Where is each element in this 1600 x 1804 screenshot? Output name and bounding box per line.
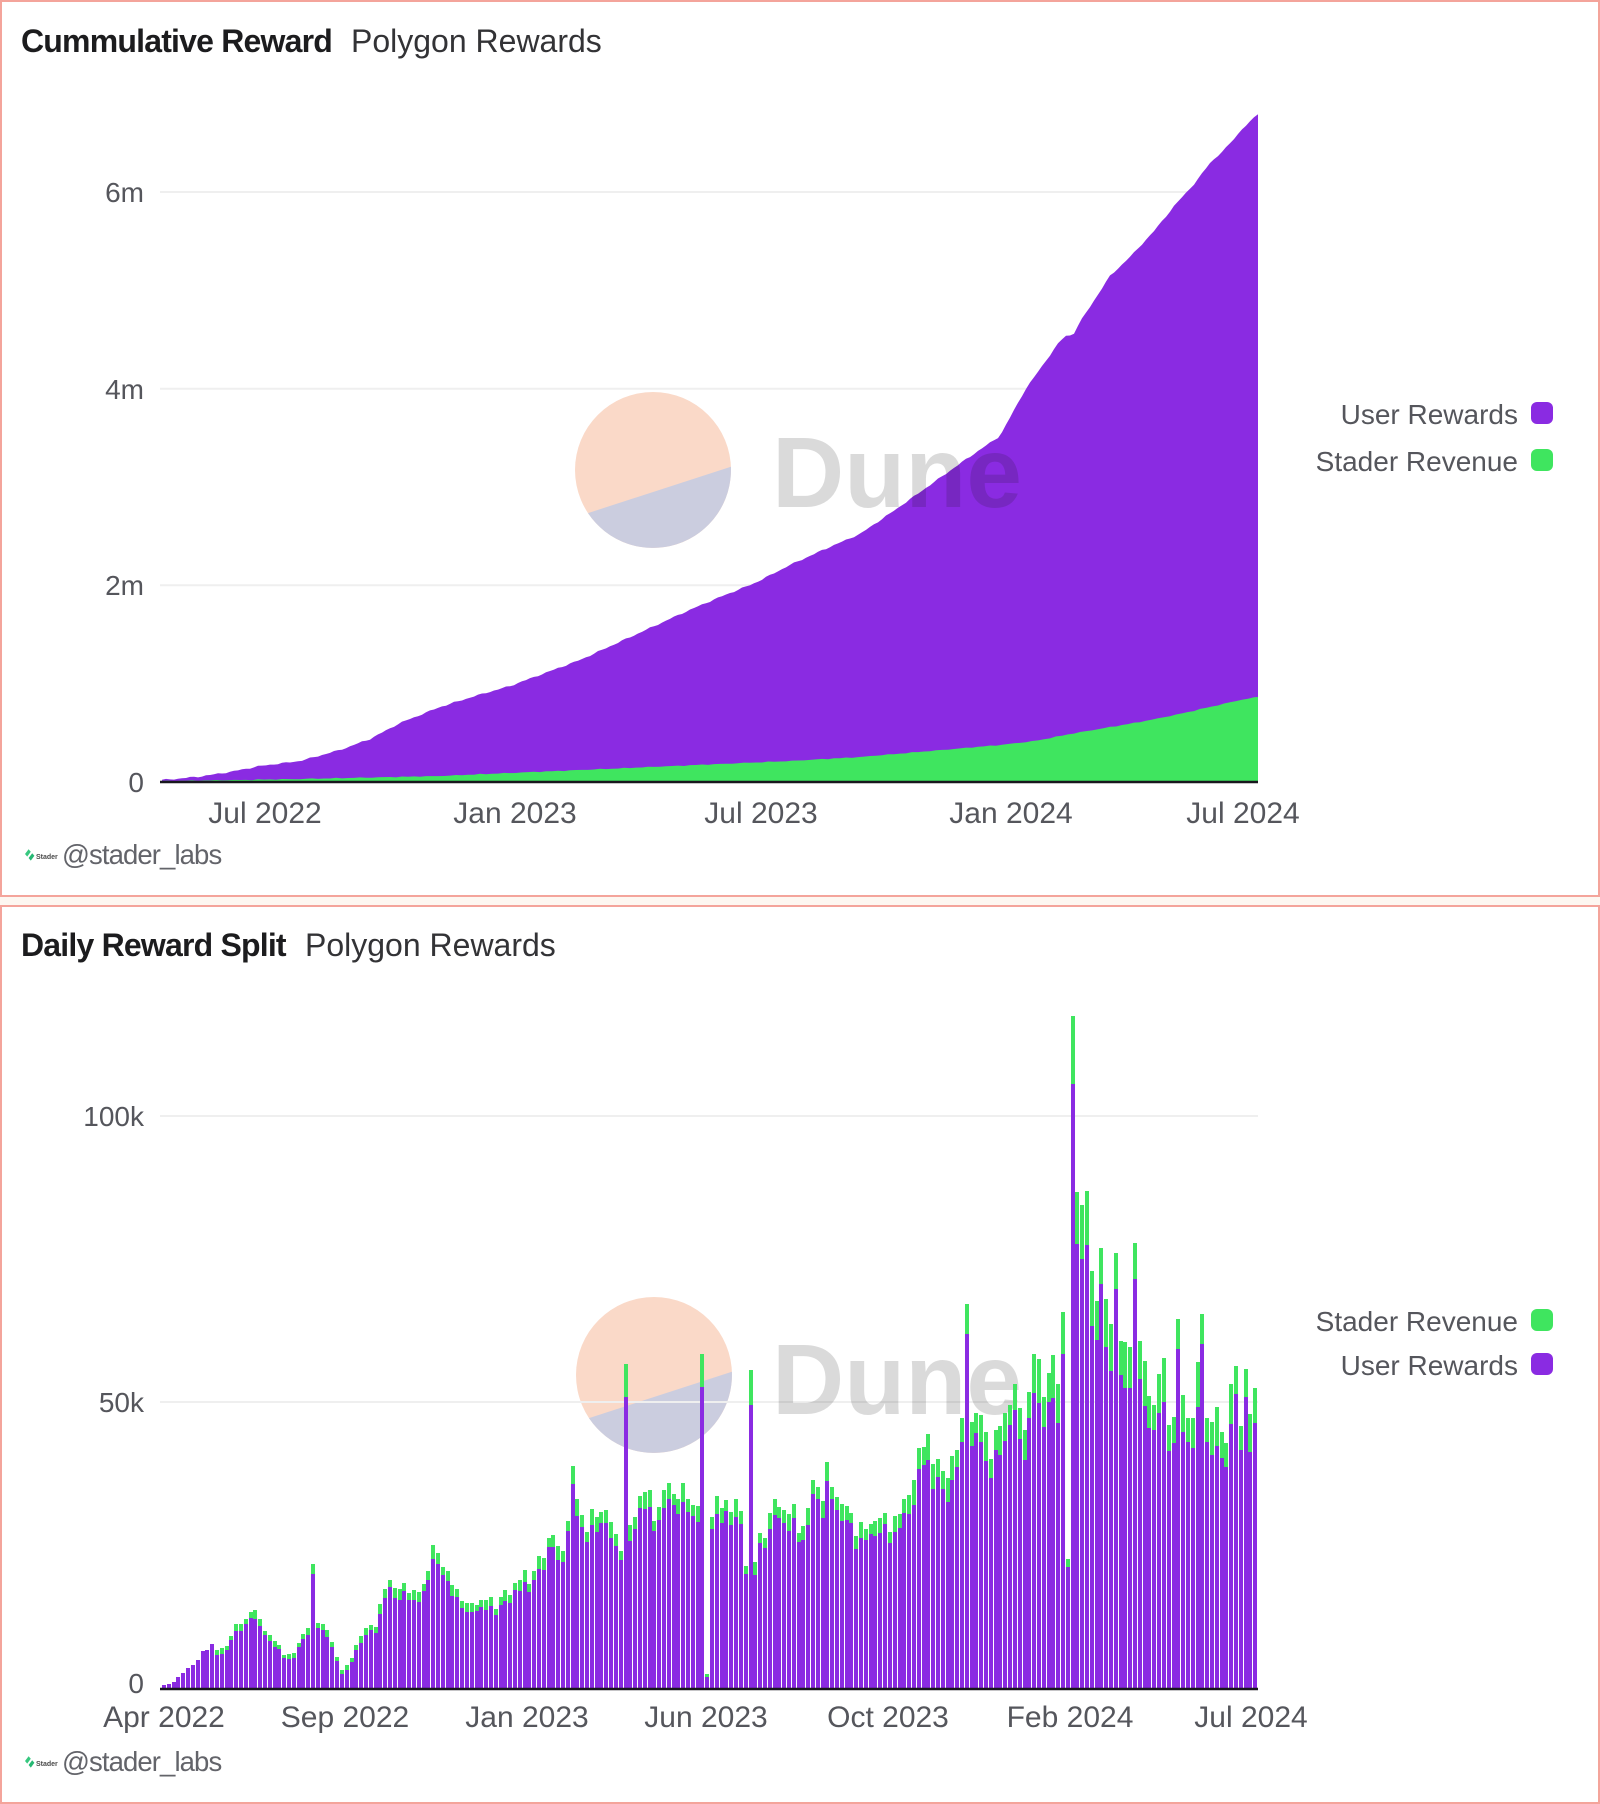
svg-text:@stader_labs: @stader_labs — [62, 1746, 221, 1777]
svg-text:Polygon Rewards: Polygon Rewards — [305, 927, 556, 963]
svg-text:Stader Revenue: Stader Revenue — [1316, 446, 1518, 477]
svg-text:Jun 2023: Jun 2023 — [644, 1701, 767, 1734]
svg-text:Jan 2023: Jan 2023 — [453, 797, 576, 830]
svg-text:Sep 2022: Sep 2022 — [281, 1701, 409, 1734]
svg-text:Feb 2024: Feb 2024 — [1007, 1701, 1134, 1734]
svg-text:Jul 2022: Jul 2022 — [208, 797, 321, 830]
svg-text:Jan 2023: Jan 2023 — [465, 1701, 588, 1734]
svg-text:Jul 2024: Jul 2024 — [1186, 797, 1299, 830]
svg-text:Oct 2023: Oct 2023 — [827, 1701, 949, 1734]
svg-text:Polygon Rewards: Polygon Rewards — [351, 23, 602, 59]
svg-text:Stader: Stader — [36, 1761, 58, 1768]
svg-text:Daily Reward Split: Daily Reward Split — [21, 927, 287, 963]
svg-text:Jul 2024: Jul 2024 — [1194, 1701, 1307, 1734]
svg-text:User Rewards: User Rewards — [1341, 1350, 1518, 1381]
svg-text:2m: 2m — [105, 570, 144, 601]
svg-text:Cummulative Reward: Cummulative Reward — [21, 23, 332, 59]
svg-text:Jul 2023: Jul 2023 — [704, 797, 817, 830]
svg-text:6m: 6m — [105, 177, 144, 208]
svg-text:4m: 4m — [105, 374, 144, 405]
svg-text:50k: 50k — [99, 1387, 145, 1418]
svg-text:Apr 2022: Apr 2022 — [103, 1701, 225, 1734]
svg-text:Stader Revenue: Stader Revenue — [1316, 1306, 1518, 1337]
svg-text:0: 0 — [128, 767, 144, 798]
svg-text:100k: 100k — [83, 1101, 145, 1132]
svg-text:User Rewards: User Rewards — [1341, 399, 1518, 430]
svg-text:Dune: Dune — [772, 1324, 1022, 1436]
svg-text:0: 0 — [128, 1668, 144, 1699]
svg-text:Dune: Dune — [772, 417, 1022, 529]
svg-text:Stader: Stader — [36, 854, 58, 861]
svg-text:@stader_labs: @stader_labs — [62, 839, 221, 870]
svg-text:Jan 2024: Jan 2024 — [949, 797, 1072, 830]
